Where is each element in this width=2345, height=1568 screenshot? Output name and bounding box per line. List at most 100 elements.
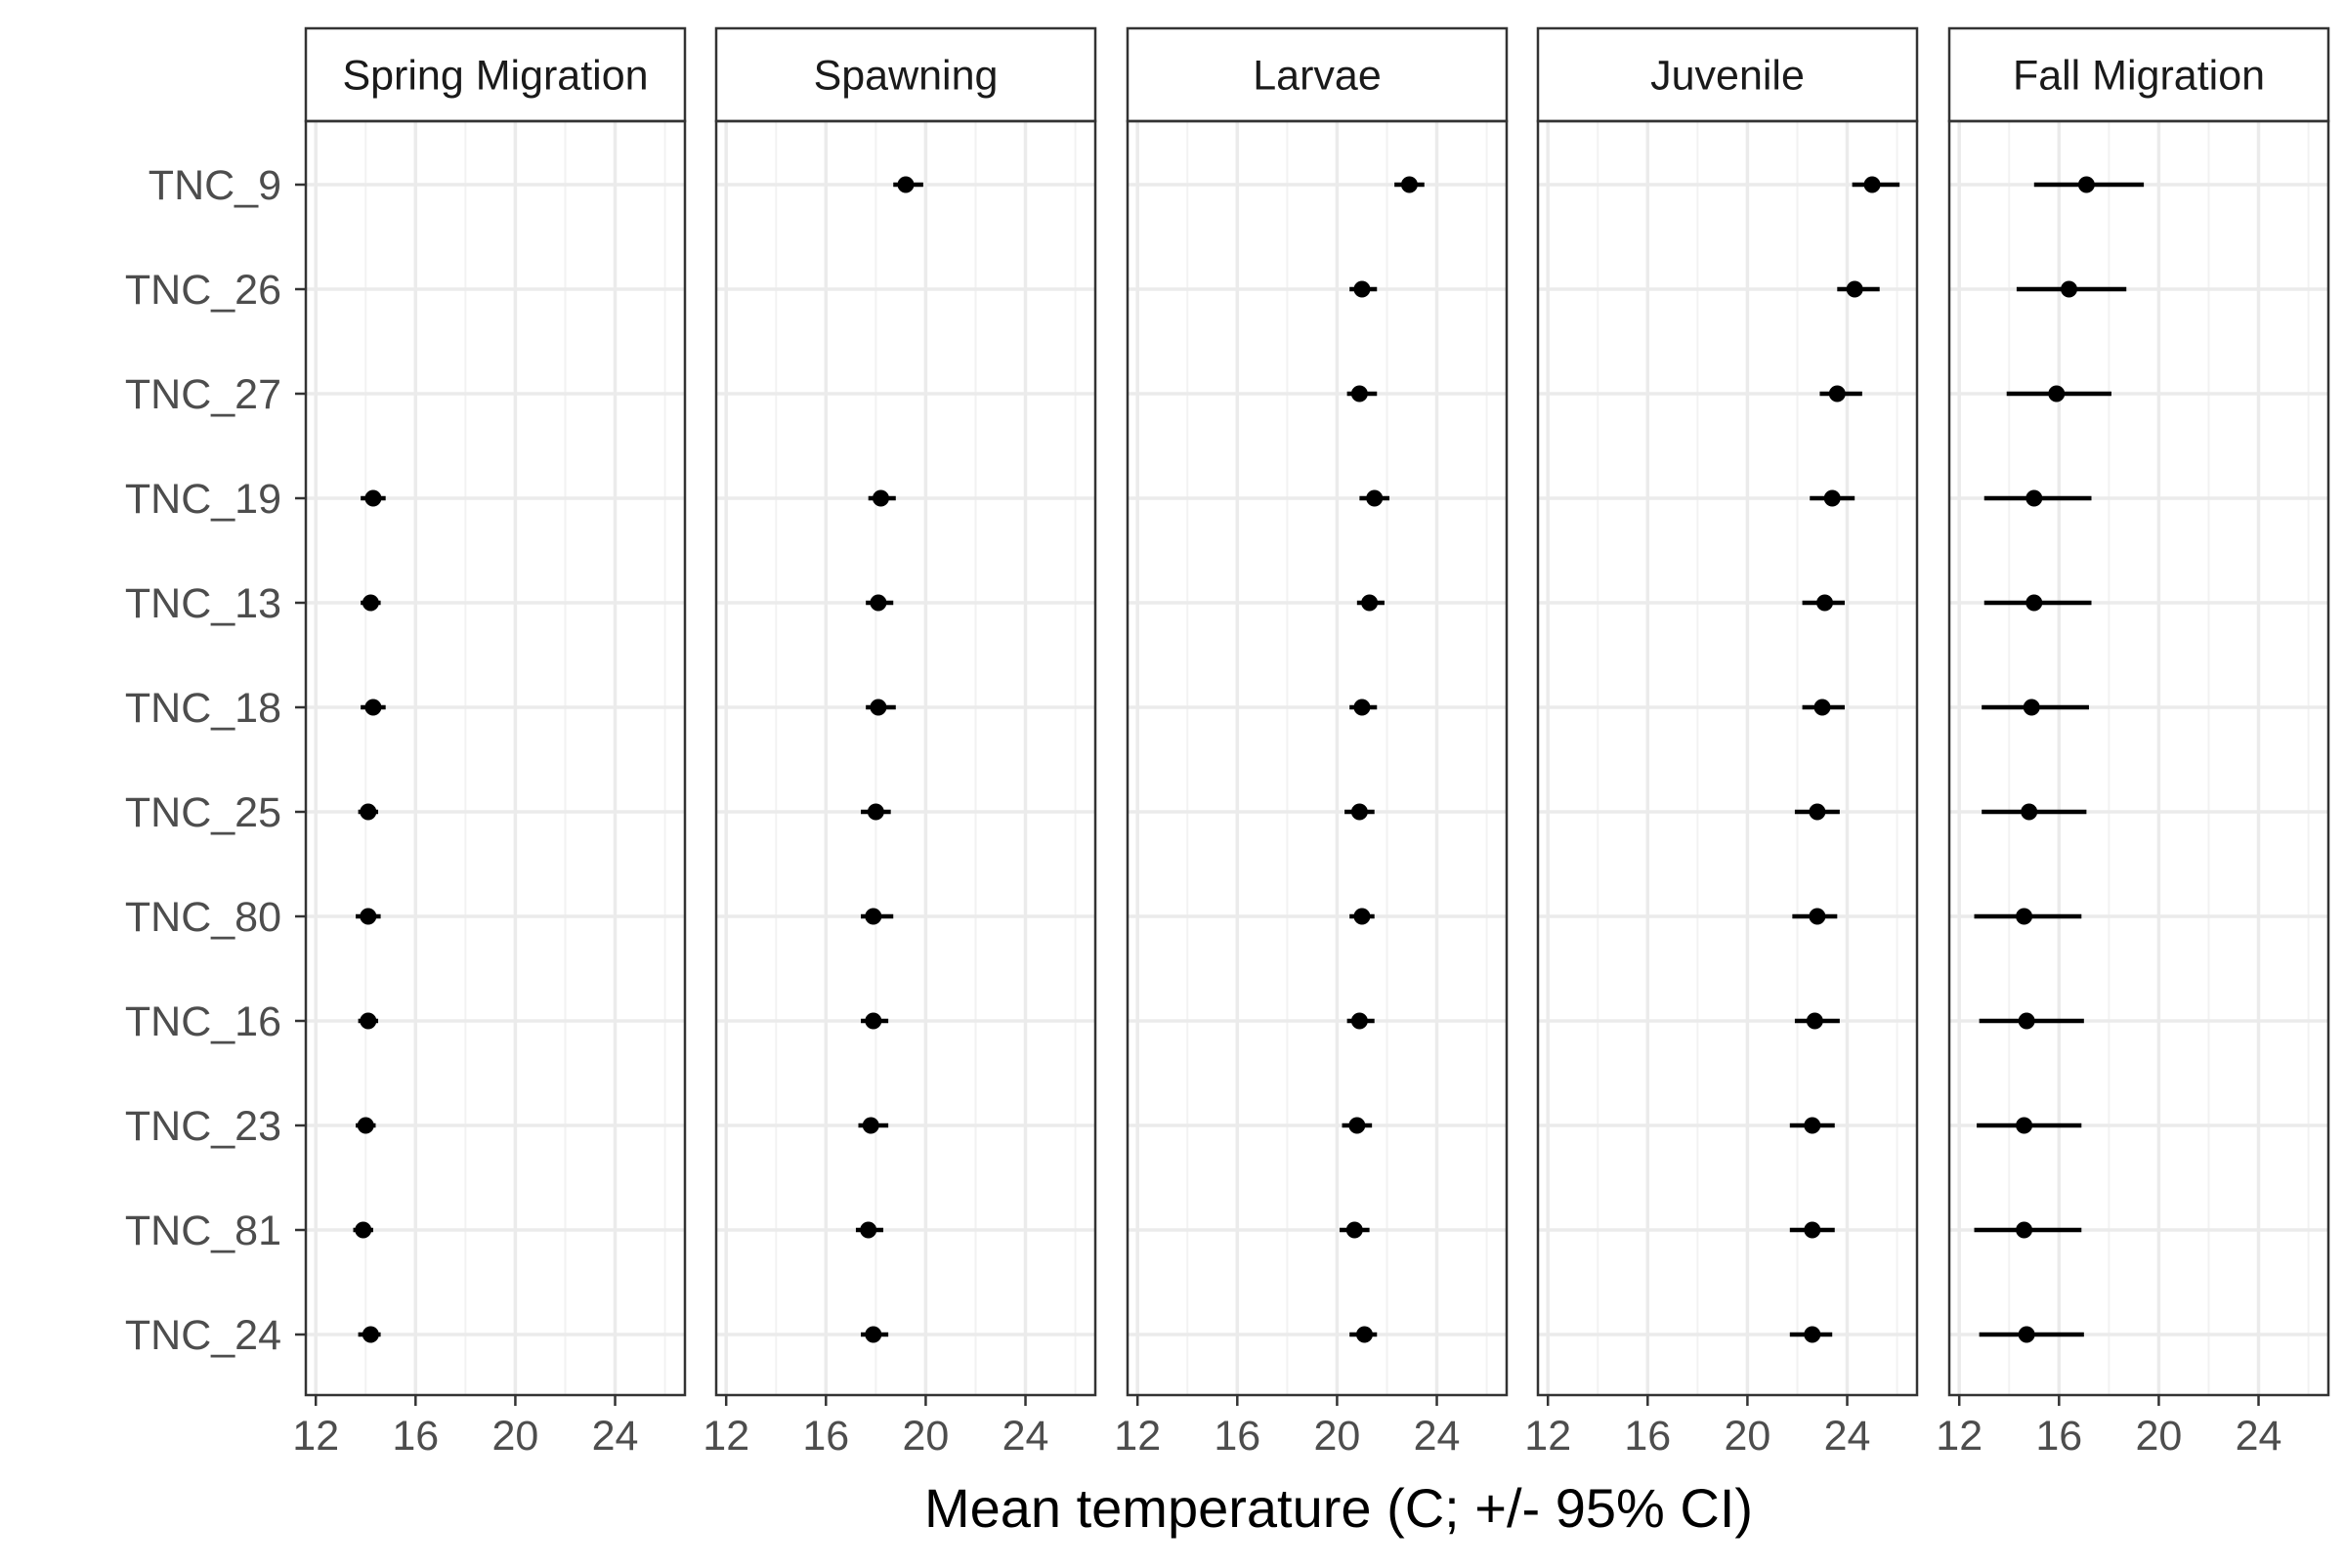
- mean-point: [1400, 176, 1418, 193]
- x-tick-label: 20: [902, 1413, 949, 1460]
- mean-point: [362, 1326, 379, 1343]
- x-tick-label: 16: [1624, 1413, 1671, 1460]
- facet-strip-label: Spawning: [814, 53, 999, 100]
- x-tick-label: 16: [1214, 1413, 1260, 1460]
- x-tick-label: 24: [1414, 1413, 1461, 1460]
- mean-point: [2018, 1012, 2035, 1030]
- mean-point: [2016, 1117, 2033, 1134]
- facet-strip: [304, 26, 687, 123]
- mean-point: [1809, 908, 1826, 925]
- mean-point: [1353, 280, 1371, 298]
- mean-point: [865, 1326, 882, 1343]
- x-tick-label: 24: [592, 1413, 639, 1460]
- y-tick-label: TNC_19: [125, 476, 281, 523]
- x-tick-label: 12: [1114, 1413, 1161, 1460]
- mean-point: [1813, 699, 1831, 716]
- y-tick-label: TNC_23: [125, 1103, 281, 1150]
- x-tick-label: 16: [802, 1413, 849, 1460]
- mean-point: [2025, 489, 2043, 507]
- panel-background: [1128, 121, 1507, 1395]
- mean-point: [357, 1117, 374, 1134]
- panel-border: [304, 119, 687, 1397]
- mean-point: [1846, 280, 1863, 298]
- y-tick-label: TNC_16: [125, 998, 281, 1045]
- panel-border: [1126, 119, 1509, 1397]
- mean-point: [1350, 385, 1368, 403]
- mean-point: [867, 803, 884, 821]
- mean-point: [1345, 1221, 1363, 1239]
- x-tick-label: 24: [1824, 1413, 1871, 1460]
- mean-point: [1816, 594, 1834, 612]
- mean-point: [865, 908, 882, 925]
- facet-strip-label: Larvae: [1253, 53, 1381, 100]
- mean-point: [862, 1117, 879, 1134]
- mean-point: [870, 594, 887, 612]
- panel-border: [1947, 119, 2330, 1397]
- mean-point: [1804, 1326, 1821, 1343]
- mean-point: [1353, 908, 1371, 925]
- y-tick-label: TNC_27: [125, 371, 281, 418]
- x-tick-label: 12: [1936, 1413, 1983, 1460]
- mean-point: [1863, 176, 1881, 193]
- x-tick-label: 16: [2035, 1413, 2082, 1460]
- mean-point: [2061, 280, 2078, 298]
- data-marks: [353, 176, 2145, 1343]
- mean-point: [360, 803, 377, 821]
- mean-point: [2077, 176, 2095, 193]
- mean-point: [2016, 908, 2033, 925]
- panel-background: [306, 121, 685, 1395]
- x-tick-label: 12: [1524, 1413, 1571, 1460]
- mean-point: [1366, 489, 1384, 507]
- facet-strip: [714, 26, 1097, 123]
- mean-point: [860, 1221, 877, 1239]
- mean-point: [1828, 385, 1846, 403]
- mean-point: [1353, 699, 1371, 716]
- x-tick-label: 20: [1313, 1413, 1360, 1460]
- mean-point: [1356, 1326, 1373, 1343]
- x-tick-label: 20: [491, 1413, 538, 1460]
- facet-strip: [1126, 26, 1509, 123]
- mean-point: [362, 594, 379, 612]
- mean-point: [1804, 1117, 1821, 1134]
- labels: Spring Migration 12 16 20 24 TNC_9 TNC_26 TNC_2…: [125, 53, 2282, 1461]
- mean-point: [2016, 1221, 2033, 1239]
- x-tick-label: 12: [292, 1413, 339, 1460]
- mean-point: [2048, 385, 2066, 403]
- y-tick-label: TNC_18: [125, 685, 281, 732]
- mean-point: [2023, 699, 2040, 716]
- mean-point: [1804, 1221, 1821, 1239]
- facet-strip-label: Spring Migration: [342, 53, 648, 100]
- mean-point: [1350, 1012, 1368, 1030]
- panel-background: [1949, 121, 2328, 1395]
- panel-background: [1538, 121, 1917, 1395]
- y-tick-label: TNC_24: [125, 1312, 281, 1359]
- mean-point: [364, 489, 382, 507]
- facet-strip: [1947, 26, 2330, 123]
- mean-point: [355, 1221, 372, 1239]
- x-tick-label: 20: [2135, 1413, 2182, 1460]
- y-tick-label: TNC_26: [125, 267, 281, 314]
- y-tick-label: TNC_81: [125, 1208, 281, 1254]
- facet-strip-label: Juvenile: [1650, 53, 1805, 100]
- panel-frames: [295, 26, 2330, 1406]
- mean-point: [865, 1012, 882, 1030]
- y-tick-label: TNC_9: [149, 162, 281, 209]
- x-axis-title: Mean temperature (C; +/- 95% CI): [924, 1477, 1753, 1539]
- mean-point: [1823, 489, 1841, 507]
- y-tick-label: TNC_80: [125, 894, 281, 941]
- x-tick-label: 12: [703, 1413, 749, 1460]
- panel-background: [716, 121, 1095, 1395]
- mean-point: [364, 699, 382, 716]
- mean-point: [1806, 1012, 1823, 1030]
- gridlines: [306, 121, 2328, 1395]
- facet-strip: [1536, 26, 1919, 123]
- y-tick-label: TNC_13: [125, 580, 281, 627]
- mean-point: [1350, 803, 1368, 821]
- mean-point: [897, 176, 915, 193]
- mean-point: [870, 699, 887, 716]
- mean-point: [872, 489, 889, 507]
- panel-border: [714, 119, 1097, 1397]
- x-tick-label: 24: [2236, 1413, 2282, 1460]
